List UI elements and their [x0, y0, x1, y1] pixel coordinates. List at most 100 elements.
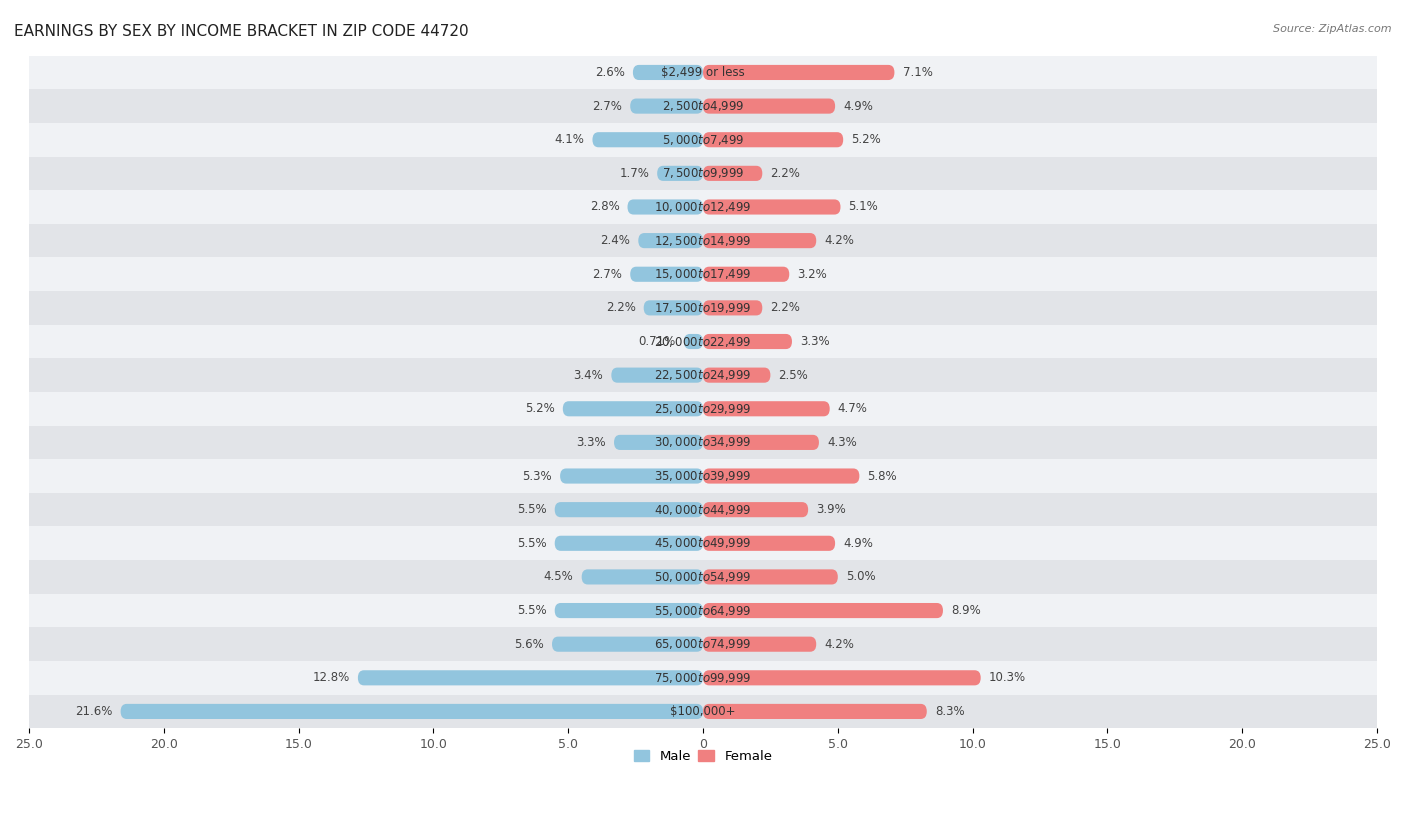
- Text: 5.8%: 5.8%: [868, 470, 897, 483]
- Text: $22,500 to $24,999: $22,500 to $24,999: [654, 368, 752, 382]
- Text: $50,000 to $54,999: $50,000 to $54,999: [654, 570, 752, 584]
- Text: 3.9%: 3.9%: [817, 503, 846, 516]
- Text: $12,500 to $14,999: $12,500 to $14,999: [654, 233, 752, 248]
- Bar: [30, 291, 1376, 324]
- Text: 5.6%: 5.6%: [515, 637, 544, 650]
- FancyBboxPatch shape: [703, 401, 830, 416]
- Text: $17,500 to $19,999: $17,500 to $19,999: [654, 301, 752, 315]
- Text: 8.9%: 8.9%: [950, 604, 981, 617]
- Text: 3.3%: 3.3%: [800, 335, 830, 348]
- Text: 5.3%: 5.3%: [523, 470, 553, 483]
- FancyBboxPatch shape: [703, 704, 927, 719]
- Text: 0.71%: 0.71%: [638, 335, 676, 348]
- Bar: [30, 527, 1376, 560]
- Text: 2.2%: 2.2%: [770, 302, 800, 315]
- FancyBboxPatch shape: [553, 637, 703, 652]
- Text: 1.7%: 1.7%: [619, 167, 650, 180]
- Text: 3.2%: 3.2%: [797, 267, 827, 280]
- Bar: [30, 392, 1376, 425]
- Bar: [30, 493, 1376, 527]
- Text: 2.7%: 2.7%: [592, 100, 621, 112]
- Text: Source: ZipAtlas.com: Source: ZipAtlas.com: [1274, 24, 1392, 34]
- FancyBboxPatch shape: [703, 267, 789, 282]
- FancyBboxPatch shape: [644, 300, 703, 315]
- Text: 7.1%: 7.1%: [903, 66, 932, 79]
- Text: 5.2%: 5.2%: [851, 133, 882, 146]
- Text: 2.6%: 2.6%: [595, 66, 624, 79]
- FancyBboxPatch shape: [630, 267, 703, 282]
- Bar: [30, 359, 1376, 392]
- FancyBboxPatch shape: [703, 300, 762, 315]
- Text: 10.3%: 10.3%: [988, 672, 1026, 685]
- Text: 2.8%: 2.8%: [589, 201, 620, 214]
- Text: $10,000 to $12,499: $10,000 to $12,499: [654, 200, 752, 214]
- Text: $25,000 to $29,999: $25,000 to $29,999: [654, 402, 752, 415]
- FancyBboxPatch shape: [683, 334, 703, 349]
- FancyBboxPatch shape: [630, 98, 703, 114]
- FancyBboxPatch shape: [703, 637, 817, 652]
- FancyBboxPatch shape: [703, 502, 808, 517]
- FancyBboxPatch shape: [703, 133, 844, 147]
- Text: 2.5%: 2.5%: [779, 368, 808, 381]
- Bar: [30, 661, 1376, 694]
- Text: 5.5%: 5.5%: [517, 537, 547, 550]
- FancyBboxPatch shape: [657, 166, 703, 181]
- Text: 4.1%: 4.1%: [554, 133, 585, 146]
- FancyBboxPatch shape: [703, 468, 859, 484]
- Text: 4.5%: 4.5%: [544, 571, 574, 584]
- FancyBboxPatch shape: [555, 536, 703, 551]
- FancyBboxPatch shape: [555, 603, 703, 618]
- Text: $15,000 to $17,499: $15,000 to $17,499: [654, 267, 752, 281]
- Text: 12.8%: 12.8%: [312, 672, 350, 685]
- Text: EARNINGS BY SEX BY INCOME BRACKET IN ZIP CODE 44720: EARNINGS BY SEX BY INCOME BRACKET IN ZIP…: [14, 24, 468, 39]
- Text: 2.2%: 2.2%: [606, 302, 636, 315]
- Bar: [30, 560, 1376, 593]
- Text: $65,000 to $74,999: $65,000 to $74,999: [654, 637, 752, 651]
- Text: $55,000 to $64,999: $55,000 to $64,999: [654, 603, 752, 618]
- FancyBboxPatch shape: [592, 133, 703, 147]
- Text: 4.7%: 4.7%: [838, 402, 868, 415]
- Text: $75,000 to $99,999: $75,000 to $99,999: [654, 671, 752, 685]
- FancyBboxPatch shape: [612, 367, 703, 383]
- Text: 21.6%: 21.6%: [75, 705, 112, 718]
- FancyBboxPatch shape: [582, 569, 703, 585]
- Text: $2,499 or less: $2,499 or less: [661, 66, 745, 79]
- Text: $45,000 to $49,999: $45,000 to $49,999: [654, 537, 752, 550]
- FancyBboxPatch shape: [703, 536, 835, 551]
- FancyBboxPatch shape: [703, 233, 817, 248]
- Text: $40,000 to $44,999: $40,000 to $44,999: [654, 502, 752, 516]
- Bar: [30, 55, 1376, 89]
- Text: 4.2%: 4.2%: [824, 637, 855, 650]
- Text: 2.2%: 2.2%: [770, 167, 800, 180]
- FancyBboxPatch shape: [614, 435, 703, 450]
- FancyBboxPatch shape: [560, 468, 703, 484]
- Text: $7,500 to $9,999: $7,500 to $9,999: [662, 167, 744, 180]
- FancyBboxPatch shape: [703, 367, 770, 383]
- Bar: [30, 224, 1376, 258]
- FancyBboxPatch shape: [703, 199, 841, 215]
- Bar: [30, 157, 1376, 190]
- Text: $5,000 to $7,499: $5,000 to $7,499: [662, 133, 744, 146]
- FancyBboxPatch shape: [638, 233, 703, 248]
- Bar: [30, 628, 1376, 661]
- Legend: Male, Female: Male, Female: [628, 746, 778, 769]
- Bar: [30, 459, 1376, 493]
- Bar: [30, 425, 1376, 459]
- Text: 4.9%: 4.9%: [844, 100, 873, 112]
- Text: 3.3%: 3.3%: [576, 436, 606, 449]
- FancyBboxPatch shape: [555, 502, 703, 517]
- Text: 5.5%: 5.5%: [517, 503, 547, 516]
- FancyBboxPatch shape: [627, 199, 703, 215]
- Text: $30,000 to $34,999: $30,000 to $34,999: [654, 436, 752, 450]
- Bar: [30, 258, 1376, 291]
- Text: 5.5%: 5.5%: [517, 604, 547, 617]
- Text: 2.7%: 2.7%: [592, 267, 621, 280]
- Text: 5.1%: 5.1%: [849, 201, 879, 214]
- Text: $35,000 to $39,999: $35,000 to $39,999: [654, 469, 752, 483]
- Bar: [30, 593, 1376, 628]
- FancyBboxPatch shape: [359, 670, 703, 685]
- FancyBboxPatch shape: [703, 98, 835, 114]
- FancyBboxPatch shape: [562, 401, 703, 416]
- Bar: [30, 190, 1376, 224]
- Text: 4.2%: 4.2%: [824, 234, 855, 247]
